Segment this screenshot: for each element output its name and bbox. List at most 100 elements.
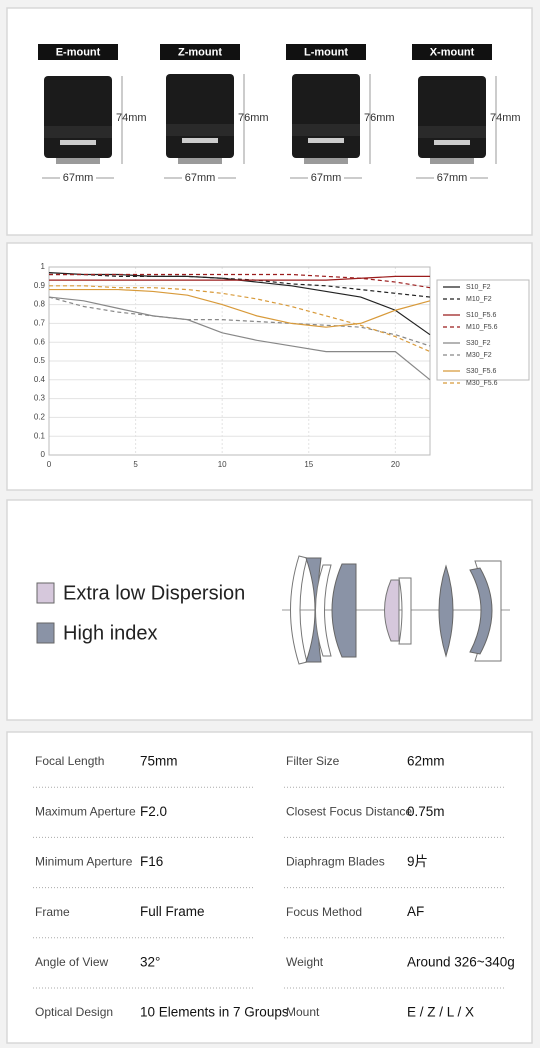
mtf-line (49, 285, 431, 353)
lens-band (182, 138, 218, 143)
spec-label: Maximum Aperture (35, 804, 136, 818)
spec-value: 62mm (407, 754, 445, 769)
y-tick-label: 0.1 (34, 431, 46, 440)
legend-label: M10_F2 (466, 296, 492, 303)
spec-label: Closest Focus Distance (286, 804, 412, 818)
spec-value: F16 (140, 854, 163, 869)
spec-value: 32° (140, 954, 160, 969)
spec-label: Optical Design (35, 1005, 113, 1019)
width-label-bg (308, 172, 344, 184)
legend-swatch (36, 622, 55, 644)
width-label: 67mm (185, 172, 216, 184)
height-label: 76mm (364, 112, 395, 124)
legend-label: S10_F2 (466, 284, 491, 291)
height-label: 74mm (490, 112, 521, 124)
lens-diagram (282, 555, 510, 665)
width-label: 67mm (311, 172, 342, 184)
width-label: 67mm (437, 172, 468, 184)
mtf-line (48, 296, 431, 381)
spec-value: F2.0 (140, 804, 167, 819)
legend-label: S30_F2 (466, 340, 491, 347)
y-tick-label: 0.2 (34, 413, 46, 422)
spec-value: E / Z / L / X (407, 1005, 474, 1020)
lens-mount (178, 158, 222, 164)
x-tick-label: 20 (391, 460, 400, 469)
mount-label: X-mount (430, 46, 475, 58)
spec-label: Mount (286, 1005, 320, 1019)
spec-value: Around 326~340g (407, 954, 515, 969)
spec-label: Focal Length (35, 754, 104, 768)
width-label-bg (434, 172, 470, 184)
lens-band (60, 140, 96, 145)
legend-label: S10_F5.6 (466, 312, 496, 319)
legend-label: S30_F5.6 (466, 368, 496, 375)
lens-ring (44, 126, 112, 138)
spec-value: 9片 (407, 854, 428, 869)
x-tick-label: 10 (218, 460, 227, 469)
spec-table: Focal Length 75mm Filter Size 62mm Maximum A… (33, 754, 515, 1020)
legend-label: High index (63, 622, 158, 644)
legend-swatch (36, 582, 55, 604)
spec-label: Frame (35, 905, 70, 919)
spec-value: Full Frame (140, 904, 205, 919)
mount-label-bg (160, 44, 240, 60)
plot-frame (48, 266, 431, 456)
legend-box (436, 279, 530, 381)
spec-label: Weight (286, 955, 324, 969)
mtf-line (49, 273, 431, 289)
lens-band (308, 138, 344, 143)
mount-label-bg (286, 44, 366, 60)
legend-label: M30_F2 (466, 352, 492, 359)
optics-legend: Extra low Dispersion High index (36, 582, 245, 644)
x-tick-label: 15 (304, 460, 313, 469)
lens-band (434, 140, 470, 145)
y-tick-label: 0 (41, 450, 46, 459)
spec-value: 0.75m (407, 804, 445, 819)
lens-body (44, 76, 112, 158)
mount-label: Z-mount (178, 46, 222, 58)
width-label: 67mm (63, 172, 94, 184)
lens-mount (304, 158, 348, 164)
y-tick-label: 0.7 (34, 319, 46, 328)
mount-label-bg (412, 44, 492, 60)
spec-value: AF (407, 904, 424, 919)
y-tick-label: 1 (41, 262, 46, 271)
mount-label: E-mount (56, 46, 101, 58)
lens-body (292, 74, 360, 158)
spec-panel (6, 731, 533, 1044)
mounts: E-mount 74mm 67mm Z-mount 76mm 67mm L-mount 76m… (38, 44, 521, 184)
y-tick-label: 0.8 (34, 300, 46, 309)
height-label: 74mm (116, 112, 147, 124)
mtf-line (49, 275, 430, 281)
mount-label-bg (38, 44, 118, 60)
width-label-bg (60, 172, 96, 184)
y-tick-label: 0.5 (34, 356, 46, 365)
legend-label: Extra low Dispersion (63, 582, 245, 604)
mtf-chart: 00.10.20.30.40.50.60.70.80.910 5 10 15 20S10… (34, 262, 530, 469)
lens-body (166, 74, 234, 158)
mtf-line (48, 296, 431, 347)
spec-label: Focus Method (286, 905, 362, 919)
y-tick-label: 0.4 (34, 375, 46, 384)
legend-label: M30_F5.6 (466, 380, 498, 387)
legend-label: M10_F5.6 (466, 324, 498, 331)
lens-mount (430, 158, 474, 164)
mtf-line (49, 273, 431, 298)
mtf-line (49, 288, 431, 328)
y-tick-label: 0.3 (34, 394, 46, 403)
spec-label: Diaphragm Blades (286, 855, 385, 869)
y-tick-label: 0.9 (34, 281, 46, 290)
mount-label: L-mount (304, 46, 348, 58)
lens-mount (56, 158, 100, 164)
spec-label: Filter Size (286, 754, 340, 768)
lens-body (418, 76, 486, 158)
width-label-bg (182, 172, 218, 184)
spec-label: Angle of View (35, 955, 108, 969)
spec-value: 10 Elements in 7 Groups (140, 1005, 289, 1020)
x-tick-label: 5 (133, 460, 138, 469)
spec-value: 75mm (140, 754, 178, 769)
lens-ring (292, 124, 360, 136)
spec-label: Minimum Aperture (35, 855, 133, 869)
x-tick-label: 0 (47, 460, 52, 469)
